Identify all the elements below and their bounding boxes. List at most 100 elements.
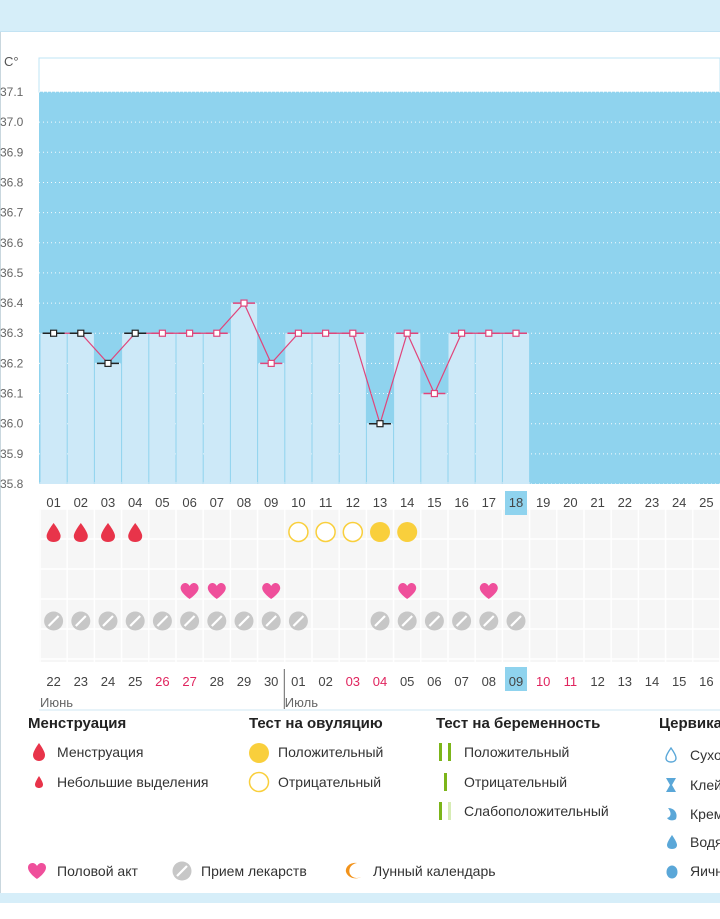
medication-pill-slash [483, 615, 495, 627]
date-label: 16 [699, 674, 713, 689]
medication-pill-slash [75, 615, 87, 627]
legend-ovulation-title: Тест на овуляцию [249, 715, 383, 732]
medication-pill-slash [47, 615, 60, 627]
ovulation-negative [315, 521, 336, 543]
cycle-day-label: 21 [590, 495, 604, 510]
legend-menstruation-title: Менструация [28, 715, 127, 732]
temperature-point [322, 329, 330, 337]
temperature-point [158, 329, 166, 337]
intercourse-heart [262, 583, 281, 599]
cycle-day-label: 22 [618, 495, 632, 510]
date-label: 12 [590, 674, 604, 689]
cycle-day-label: 19 [536, 495, 550, 510]
legend-medication-label: Прием лекарств [201, 863, 307, 879]
temperature-point [131, 329, 139, 337]
cycle-day-label: 03 [101, 495, 115, 510]
light-spotting-drop-icon [35, 776, 43, 788]
plot-top-area [38, 57, 720, 93]
cycle-day-label: 24 [672, 495, 686, 510]
cycle-day-label: 11 [319, 495, 333, 510]
date-label: 27 [182, 674, 196, 689]
medication-pill-slash [265, 615, 277, 627]
temperature-bar [339, 333, 366, 484]
ovulation-negative-icon [248, 771, 270, 793]
date-label: 26 [155, 674, 169, 689]
medication-pill-slash [401, 615, 413, 627]
y-tick-label: 35.9 [0, 447, 24, 461]
temperature-bar [448, 333, 475, 484]
y-tick-label: 36.4 [0, 296, 24, 310]
legend-cervical-watery-label: Водя [690, 834, 720, 850]
y-tick-label: 36.1 [0, 387, 24, 401]
date-label: 04 [373, 674, 387, 689]
temperature-point [186, 329, 194, 337]
today-highlight [505, 491, 527, 515]
temperature-point [430, 389, 438, 398]
intercourse-heart [207, 583, 226, 599]
cycle-day-label: 14 [400, 495, 414, 510]
menstruation-drop [128, 523, 143, 542]
date-label: 28 [210, 674, 224, 689]
y-tick-label: 36.7 [0, 206, 24, 220]
medication-pill-slash [374, 615, 386, 627]
ovulation-positive [397, 522, 418, 542]
legend-menstruation-label: Менструация [57, 744, 144, 760]
temperature-bar [122, 333, 149, 484]
cycle-day-label: 20 [563, 495, 577, 510]
cycle-day-label: 09 [264, 495, 278, 510]
lunar-moon-icon [345, 862, 361, 879]
y-tick-label: 37.1 [0, 85, 24, 99]
medication-pill-slash [455, 615, 468, 627]
date-label: 11 [564, 674, 578, 689]
medication-pill-slash [292, 615, 305, 627]
intercourse-heart-icon [28, 863, 46, 879]
legend-pregnancy-title: Тест на беременность [436, 715, 601, 732]
temperature-bar [394, 333, 421, 484]
date-label: 05 [400, 674, 414, 689]
bbt-chart: C° 35.8 35.9 36.0 36.1 36.2 36.3 36.4 36.5 36.6 36… [0, 54, 720, 711]
temperature-point [458, 329, 466, 337]
y-tick-label: 36.0 [0, 417, 24, 431]
medication-pill-slash [183, 615, 196, 627]
temperature-point [77, 329, 85, 337]
date-label: 29 [237, 674, 251, 689]
cycle-day-label: 17 [482, 495, 496, 510]
medication-pill-slash [211, 615, 223, 627]
month-label: Июль [285, 695, 318, 710]
date-label: 13 [618, 674, 632, 689]
medication-pill-slash [156, 615, 169, 627]
medication-pill-slash [129, 615, 141, 627]
legend-ovulation-positive-label: Положительный [278, 744, 384, 760]
temperature-bar [230, 303, 258, 484]
date-label: 06 [427, 674, 441, 689]
cycle-day-label: 16 [454, 495, 468, 510]
date-label: 24 [101, 674, 115, 689]
cervical-sticky-icon [666, 778, 676, 792]
temperature-bar [502, 333, 530, 484]
legend-lunar-label: Лунный календарь [373, 863, 496, 879]
top-bar [0, 0, 720, 32]
date-label: 14 [645, 674, 659, 689]
legend-light-spotting-label: Небольшие выделения [57, 774, 209, 790]
cervical-dry-icon [665, 747, 677, 763]
temperature-point [512, 329, 520, 337]
y-tick-label: 36.6 [0, 236, 24, 250]
cycle-day-label: 23 [645, 495, 659, 510]
legend-pregnancy-faint-label: Слабоположительный [464, 803, 609, 819]
legend-cervical-sticky-label: Клей [690, 777, 720, 793]
menstruation-drop [46, 523, 61, 542]
cycle-day-label: 12 [346, 495, 360, 510]
cycle-day-label: 02 [74, 495, 88, 510]
date-label: 15 [672, 674, 686, 689]
y-tick-label: 36.9 [0, 145, 24, 159]
cycle-day-label: 25 [699, 495, 713, 510]
temperature-bar [67, 333, 94, 484]
cycle-day-label: 04 [128, 495, 142, 510]
temperature-bar [149, 333, 176, 484]
temperature-bar [312, 333, 339, 484]
pregnancy-faint-icon [439, 802, 451, 820]
temperature-bar [203, 333, 230, 484]
legend-cervical-title: Цервика [659, 715, 720, 732]
intercourse-heart [398, 583, 417, 599]
medication-pill-slash [102, 615, 114, 627]
